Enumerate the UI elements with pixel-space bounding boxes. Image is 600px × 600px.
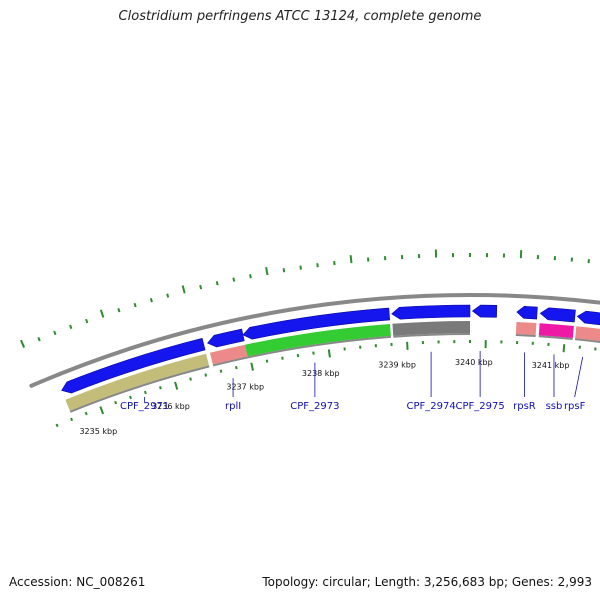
- gene-arrow: [242, 307, 391, 340]
- outer-tick-mark: [316, 263, 319, 268]
- outer-tick-mark: [69, 324, 73, 330]
- inner-tick-mark: [159, 386, 162, 390]
- feature-band-shadow: [515, 333, 536, 338]
- feature-band-shadow: [247, 335, 392, 359]
- axis-tick-label: 3241 kbp: [532, 361, 570, 370]
- feature-band: [65, 353, 210, 411]
- gene-arrow: [539, 307, 576, 323]
- axis-tick-label: 3240 kbp: [455, 358, 493, 367]
- gene-label: CPF_2975: [456, 401, 505, 412]
- feature-band: [209, 344, 248, 365]
- feature-band: [392, 321, 470, 336]
- gene-label: CPF_2974: [406, 401, 455, 412]
- accession-text: Accession: NC_008261: [9, 575, 146, 589]
- inner-tick-mark: [174, 381, 179, 390]
- inner-tick-mark: [129, 395, 132, 400]
- inner-tick-mark: [55, 423, 59, 428]
- gene-arrow: [61, 337, 206, 394]
- outer-tick-mark: [299, 265, 302, 270]
- inner-tick-mark: [562, 344, 566, 353]
- inner-tick-mark: [250, 362, 254, 371]
- map-title: Clostridium perfringens ATCC 13124, comp…: [118, 9, 482, 24]
- inner-tick-mark: [189, 377, 192, 381]
- gene-label: ssb: [546, 401, 563, 412]
- inner-tick-mark: [114, 400, 118, 405]
- gene-label: rpsR: [513, 401, 536, 412]
- inner-tick-mark: [219, 369, 223, 373]
- outer-tick-mark: [199, 284, 203, 290]
- axis-tick-labels: 3235 kbp 3236 kbp 3237 kbp 3238 kbp 3239 kbp…: [79, 358, 569, 436]
- feature-band: [575, 326, 600, 341]
- gene-leader-line: [574, 356, 584, 398]
- gene-label: rplI: [225, 401, 241, 412]
- outer-tick-mark: [20, 339, 26, 348]
- feature-band: [515, 321, 537, 336]
- inner-tick-mark: [265, 359, 269, 363]
- feature-band: [538, 323, 574, 338]
- outer-tick-mark: [99, 309, 105, 318]
- gene-arrow: [207, 328, 245, 348]
- outer-tick-mark: [117, 307, 121, 313]
- gene-arrow: [576, 310, 600, 326]
- inner-tick-mark: [327, 349, 331, 358]
- outer-tick-mark: [215, 281, 219, 286]
- axis-tick-label: 3238 kbp: [302, 369, 340, 378]
- gene-arrows: [61, 304, 600, 394]
- feature-track: [65, 321, 600, 413]
- genome-summary-text: Topology: circular; Length: 3,256,683 bp…: [262, 575, 592, 589]
- outer-tick-mark: [53, 330, 57, 336]
- axis-tick-label: 3236 kbp: [152, 402, 190, 411]
- inner-tick-mark: [143, 390, 147, 395]
- gene-label: rpsF: [564, 401, 586, 412]
- outer-tick-mark: [282, 268, 286, 273]
- gene-arrow: [471, 304, 498, 318]
- outer-tick-mark: [149, 298, 153, 303]
- feature-band-shadow: [212, 356, 248, 367]
- feature-band-shadow: [538, 335, 573, 340]
- feature-band-shadow: [574, 338, 600, 343]
- feature-band-shadow: [69, 365, 210, 413]
- inner-tick-mark: [234, 365, 238, 370]
- axis-tick-label: 3239 kbp: [378, 361, 416, 370]
- inner-tick-mark: [281, 356, 284, 360]
- gene-arrow: [516, 306, 538, 320]
- inner-ticks: [55, 340, 597, 428]
- outer-tick-mark: [181, 285, 186, 294]
- inner-tick-mark: [84, 411, 88, 416]
- inner-tick-mark: [70, 417, 74, 422]
- gene-arrow: [391, 304, 471, 320]
- inner-tick-mark: [99, 406, 105, 415]
- outer-tick-mark: [349, 255, 353, 264]
- gene-labels: CPF_2971 rplI CPF_2973 CPF_2974 CPF_2975 rpsR…: [120, 351, 586, 412]
- axis-tick-label: 3235 kbp: [79, 427, 117, 436]
- outer-tick-mark: [37, 336, 41, 342]
- feature-band-shadow: [393, 333, 470, 338]
- feature-band: [245, 323, 391, 357]
- gene-label: CPF_2973: [290, 401, 339, 412]
- outer-gc-ticks: [20, 249, 590, 348]
- gene-label: CPF_2971: [120, 401, 169, 412]
- outer-tick-mark: [85, 318, 89, 324]
- outer-tick-mark: [166, 293, 170, 298]
- outer-tick-mark: [232, 277, 236, 282]
- outer-tick-mark: [249, 274, 252, 279]
- backbone-arc: [29, 293, 600, 388]
- outer-tick-mark: [133, 302, 137, 308]
- inner-tick-mark: [204, 373, 208, 377]
- outer-tick-mark: [265, 267, 269, 276]
- axis-tick-label: 3237 kbp: [226, 383, 264, 392]
